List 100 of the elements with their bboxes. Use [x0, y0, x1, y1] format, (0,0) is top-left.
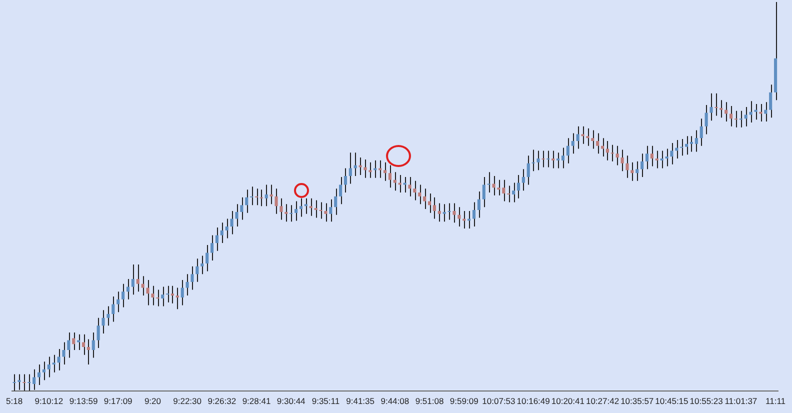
candlestick [52, 354, 56, 373]
candlestick [270, 184, 273, 205]
candlestick [348, 152, 352, 184]
candlestick [413, 180, 416, 201]
x-tick-label: 10:16:49 [516, 396, 550, 406]
x-tick-label: 9:35:11 [312, 396, 340, 406]
candlestick [408, 176, 412, 197]
candlestick [96, 317, 100, 349]
x-tick-label: 10:55:23 [690, 396, 724, 406]
candlestick [62, 342, 66, 366]
x-tick-label: 5:18 [6, 396, 23, 406]
candlestick [57, 348, 60, 371]
x-tick-label: 10:27:42 [586, 396, 620, 406]
candlestick [432, 196, 436, 220]
candlestick [507, 185, 510, 203]
candlestick [225, 218, 228, 239]
candlestick [151, 285, 154, 306]
candlestick [458, 206, 461, 228]
candlestick [620, 149, 624, 172]
candlestick [492, 175, 496, 196]
candlestick [581, 126, 584, 144]
candlestick [685, 136, 688, 156]
candlestick [655, 150, 658, 169]
candlestick [700, 118, 703, 146]
candlestick [636, 160, 639, 182]
candlestick [274, 188, 278, 214]
candlestick [561, 147, 565, 169]
x-tick-label: 10:20:41 [551, 396, 585, 406]
candlestick [769, 84, 772, 118]
candlestick [215, 227, 218, 252]
x-tick-label: 10:45:15 [655, 396, 689, 406]
x-tick-label: 9:30:44 [276, 396, 306, 406]
candlestick [314, 200, 318, 218]
x-tick-label: 9:22:30 [173, 396, 202, 406]
candlestick [304, 198, 308, 214]
x-tick-label: 9:59:09 [450, 396, 479, 406]
candlestick [759, 104, 762, 122]
candlestick [141, 276, 144, 296]
candlestick [196, 258, 199, 282]
candlestick [324, 202, 328, 222]
candlestick [482, 176, 486, 208]
x-tick-label: 10:07:53 [482, 396, 516, 406]
candlestick [442, 204, 446, 222]
candlestick [596, 132, 600, 154]
candlestick [571, 132, 574, 154]
candlestick [764, 102, 768, 122]
candlestick [749, 100, 752, 124]
candlestick [156, 289, 160, 307]
candlestick [190, 266, 194, 290]
candlestick [309, 198, 312, 216]
candlestick [690, 136, 694, 152]
candlestick [704, 104, 708, 135]
candlestick [200, 255, 204, 275]
candlestick [448, 202, 451, 220]
candlestick [260, 189, 263, 207]
candlestick [720, 100, 723, 118]
candlestick [384, 162, 387, 182]
candlestick [290, 204, 293, 222]
candlestick [610, 144, 614, 162]
candlestick [640, 153, 644, 178]
candlestick [176, 287, 179, 310]
candlestick [586, 128, 590, 146]
candlestick [680, 138, 684, 156]
candlestick [566, 138, 570, 164]
candlestick [136, 264, 140, 292]
candlestick [102, 310, 105, 334]
x-tick-label: 9:20 [144, 396, 162, 406]
candlestick [526, 155, 530, 186]
candlestick [591, 130, 594, 150]
candlestick [235, 204, 238, 228]
candlestick [393, 172, 396, 192]
candlestick [112, 296, 115, 322]
candlestick [626, 155, 629, 178]
x-tick-label: 9:41:35 [346, 396, 375, 406]
candlestick [734, 110, 738, 128]
candlestick [67, 332, 70, 358]
candlestick [220, 222, 224, 244]
candlestick [660, 150, 664, 169]
candlestick [754, 104, 758, 120]
candlestick [452, 202, 456, 224]
candlestick [334, 188, 338, 216]
candlestick [284, 204, 288, 222]
candlestick [206, 244, 209, 272]
candlestick [92, 332, 95, 358]
candlestick [552, 150, 555, 169]
candlestick [423, 188, 426, 210]
candlestick [512, 182, 516, 203]
candlestick [374, 160, 377, 178]
candlestick [126, 278, 130, 300]
candlestick [12, 374, 16, 392]
candlestick [161, 286, 164, 307]
candlestick [294, 200, 298, 222]
candlestick [170, 285, 174, 304]
x-tick-label: 9:10:12 [34, 396, 64, 406]
candlestick [710, 92, 713, 122]
candlestick [739, 110, 742, 128]
x-tick-label: 9:13:59 [69, 396, 98, 406]
candlestick [180, 279, 184, 306]
x-tick-label: 9:26:32 [208, 396, 236, 406]
candlestick [645, 145, 649, 170]
